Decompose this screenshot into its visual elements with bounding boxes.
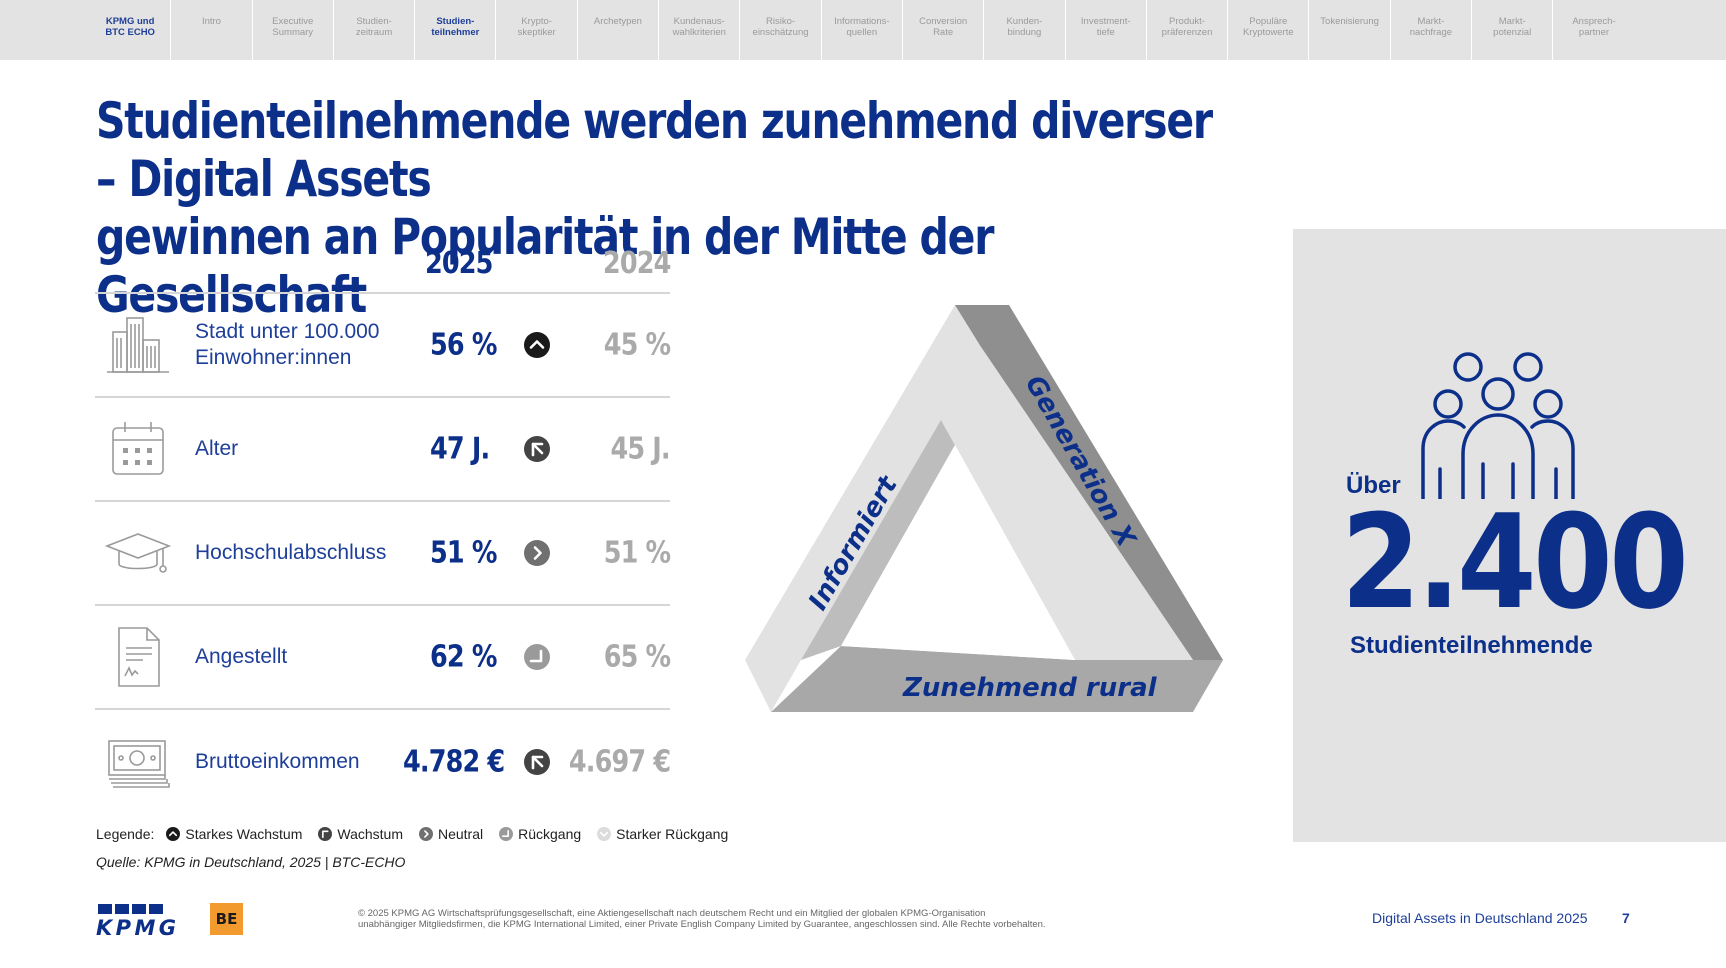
copyright-notice: © 2025 KPMG AG Wirtschaftsprüfungsgesell… bbox=[358, 908, 1158, 930]
value-2024: 45 J. bbox=[610, 431, 671, 467]
nav-item-15[interactable]: Populäre Kryptowerte bbox=[1228, 0, 1310, 60]
trend-growth-icon bbox=[524, 749, 550, 775]
trend-growth-icon bbox=[318, 827, 333, 841]
row-label: Bruttoeinkommen bbox=[195, 750, 360, 773]
nav-items: KPMG und BTC ECHO Intro Executive Summary S… bbox=[90, 0, 1635, 60]
value-2024: 65 % bbox=[603, 639, 670, 675]
triangle-label-bottom: Zunehmend rural bbox=[902, 673, 1158, 703]
comparison-table: 2025 2024 Stadt unter 100.000 Einwohner:… bbox=[95, 240, 671, 814]
table-row: Stadt unter 100.000 Einwohner:innen 56 %… bbox=[95, 294, 671, 398]
triangle-left-bar-inner bbox=[801, 420, 955, 660]
column-header-2024: 2024 bbox=[602, 246, 670, 281]
buildings-icon bbox=[107, 317, 169, 373]
nav-item-8[interactable]: Kundenaus- wahlkriterien bbox=[659, 0, 741, 60]
trend-decline-icon bbox=[524, 644, 550, 670]
legend-item: Starker Rückgang bbox=[597, 826, 728, 842]
table-row: Alter 47 J. 45 J. bbox=[95, 398, 671, 502]
row-label: Stadt unter 100.000 Einwohner:innen bbox=[195, 320, 380, 369]
value-2025: 47 J. bbox=[430, 431, 490, 467]
nav-item-19[interactable]: Ansprech- partner bbox=[1572, 16, 1616, 38]
trend-strong-decline-icon bbox=[597, 827, 612, 841]
calendar-icon bbox=[112, 422, 164, 475]
nav-item-3[interactable]: Executive Summary bbox=[253, 0, 334, 60]
column-header-2025: 2025 bbox=[425, 246, 493, 281]
legend-label: Wachstum bbox=[337, 826, 403, 842]
title-line-2: gewinnen an Popularität in der Mitte der… bbox=[96, 208, 994, 324]
nav-item-6[interactable]: Krypto- skeptiker bbox=[496, 0, 578, 60]
nav-item-4[interactable]: Studien- zeitraum bbox=[334, 0, 416, 60]
penrose-triangle-diagram: Informiert Generation X Zunehmend rural bbox=[745, 305, 1223, 712]
trend-neutral-icon bbox=[524, 540, 550, 566]
trend-decline-icon bbox=[499, 827, 514, 841]
top-navigation: KPMG und BTC ECHO Intro Executive Summary S… bbox=[0, 0, 1726, 60]
participants-panel: Über 2.400 Studienteilnehmende bbox=[1293, 229, 1726, 842]
trend-strong-growth-icon bbox=[166, 827, 181, 841]
nav-item-17[interactable]: Markt- nachfrage bbox=[1391, 0, 1473, 60]
table-row: Bruttoeinkommen 4.782 € 4.697 € bbox=[95, 710, 671, 814]
legend-item: Starkes Wachstum bbox=[166, 826, 302, 842]
people-group-icon bbox=[1421, 352, 1575, 499]
legend-label: Neutral bbox=[437, 826, 484, 842]
row-label: Alter bbox=[195, 437, 239, 460]
trend-strong-growth-icon bbox=[524, 332, 550, 358]
nav-item-10[interactable]: Informations- quellen bbox=[822, 0, 903, 60]
legend-item: Neutral bbox=[418, 826, 484, 842]
nav-item-1[interactable]: KPMG und BTC ECHO bbox=[90, 0, 172, 60]
btc-echo-logo: BE bbox=[210, 903, 243, 935]
legend-label: Starkes Wachstum bbox=[185, 826, 303, 842]
value-2025: 4.782 € bbox=[403, 744, 505, 780]
legend-title: Legende: bbox=[96, 826, 155, 842]
legend-item: Rückgang bbox=[499, 826, 581, 842]
value-2025: 51 % bbox=[430, 535, 497, 571]
footer-title: Digital Assets in Deutschland 2025 bbox=[1372, 910, 1588, 926]
value-2024: 4.697 € bbox=[568, 744, 671, 780]
value-2025: 56 % bbox=[430, 327, 497, 363]
table-row: Angestellt 62 % 65 % bbox=[95, 606, 671, 710]
source-note: Quelle: KPMG in Deutschland, 2025 | BTC-… bbox=[96, 854, 406, 870]
value-2024: 51 % bbox=[603, 535, 670, 571]
copyright-line-2: unabhängiger Mitgliedsfirmen, die KPMG I… bbox=[358, 919, 1046, 930]
nav-item-9[interactable]: Risiko- einschätzung bbox=[740, 0, 822, 60]
value-2024: 45 % bbox=[603, 327, 670, 363]
participants-caption: Studienteilnehmende bbox=[1350, 632, 1593, 659]
participants-prefix: Über bbox=[1346, 472, 1401, 499]
nav-item-14[interactable]: Produkt- präferenzen bbox=[1147, 0, 1229, 60]
table-row: Hochschulabschluss 51 % 51 % bbox=[95, 502, 671, 606]
nav-item-18[interactable]: Markt- potenzial bbox=[1472, 0, 1554, 60]
nav-item-7[interactable]: Archetypen bbox=[578, 0, 660, 60]
kpmg-logo-text: KPMG bbox=[96, 916, 176, 936]
triangle-left-bar bbox=[745, 305, 1009, 712]
page-number: 7 bbox=[1622, 910, 1630, 926]
row-label: Hochschulabschluss bbox=[195, 541, 387, 564]
triangle-bottom-bar bbox=[771, 646, 1223, 712]
triangle-right-bar bbox=[955, 305, 1223, 660]
triangle-right-inner-face bbox=[941, 347, 1193, 660]
contract-document-icon bbox=[118, 627, 160, 687]
legend: Legende: Starkes Wachstum Wachstum Neutr… bbox=[96, 826, 744, 842]
nav-item-5[interactable]: Studien- teilnehmer bbox=[415, 0, 497, 60]
trend-growth-icon bbox=[524, 436, 550, 462]
value-2025: 62 % bbox=[430, 639, 497, 675]
nav-item-11[interactable]: Conversion Rate bbox=[903, 0, 985, 60]
nav-item-16[interactable]: Tokenisierung bbox=[1309, 0, 1391, 60]
nav-item-12[interactable]: Kunden- bindung bbox=[984, 0, 1066, 60]
page-title: Studienteilnehmende werden zunehmend div… bbox=[96, 92, 1244, 324]
kpmg-logo: KPMG bbox=[96, 904, 176, 936]
legend-label: Starker Rückgang bbox=[616, 826, 729, 842]
participants-number: 2.400 bbox=[1341, 486, 1689, 638]
row-label: Angestellt bbox=[195, 645, 288, 668]
table-header: 2025 2024 bbox=[95, 240, 671, 294]
nav-item-13[interactable]: Investment- tiefe bbox=[1066, 0, 1147, 60]
graduation-cap-icon bbox=[104, 533, 172, 573]
legend-label: Rückgang bbox=[518, 826, 582, 842]
title-line-1: Studienteilnehmende werden zunehmend div… bbox=[96, 92, 1213, 208]
legend-item: Wachstum bbox=[318, 826, 403, 842]
banknotes-icon bbox=[108, 740, 170, 788]
triangle-inner-shade bbox=[841, 445, 1075, 660]
nav-item-2[interactable]: Intro bbox=[171, 0, 253, 60]
trend-neutral-icon bbox=[418, 827, 433, 841]
copyright-line-1: © 2025 KPMG AG Wirtschaftsprüfungsgesell… bbox=[358, 908, 986, 919]
